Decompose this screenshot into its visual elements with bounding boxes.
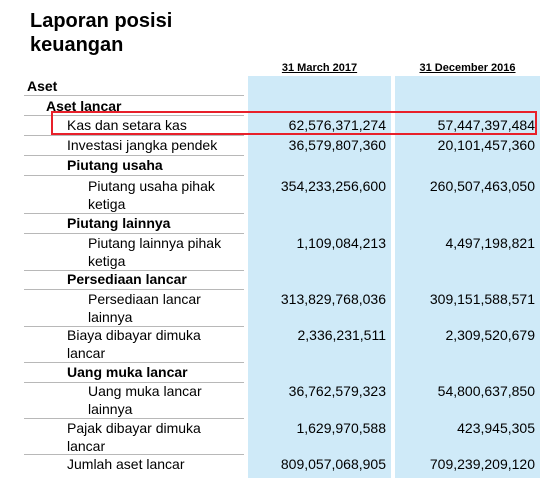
- highlight-box: [51, 111, 537, 135]
- row-separator: [24, 135, 244, 136]
- row-label: Persediaan lancar lainnya: [88, 290, 201, 326]
- value-march-2017: 313,829,768,036: [280, 291, 386, 307]
- value-december-2016: 423,945,305: [457, 420, 535, 436]
- value-march-2017: 809,057,068,905: [280, 456, 386, 472]
- value-december-2016: 54,800,637,850: [437, 383, 535, 399]
- row-label: Piutang usaha pihak ketiga: [88, 177, 215, 213]
- section-label-aset-lancar: Aset lancar: [46, 98, 122, 114]
- row-label-line1: Biaya dibayar dimuka: [67, 327, 201, 343]
- row-label: Piutang lainnya pihak ketiga: [88, 234, 221, 270]
- value-march-2017: 1,109,084,213: [296, 235, 386, 251]
- row-label: Kas dan setara kas: [67, 117, 187, 133]
- row-separator: [24, 233, 244, 234]
- row-label-line1: Uang muka lancar: [88, 383, 202, 399]
- row-label: Uang muka lancar: [67, 364, 188, 380]
- row-label-line1: Piutang lainnya pihak: [88, 235, 222, 251]
- row-label: Pajak dibayar dimuka lancar: [67, 419, 201, 455]
- row-separator: [24, 454, 244, 455]
- value-december-2016: 260,507,463,050: [429, 178, 535, 194]
- column-shading-march-2017: [248, 76, 391, 478]
- report-title-line2: keuangan: [30, 34, 124, 56]
- row-separator: [24, 115, 244, 116]
- row-label: Piutang usaha: [67, 157, 163, 173]
- row-label-line1: Persediaan lancar: [88, 291, 201, 307]
- column-shading-december-2016: [395, 76, 540, 478]
- value-march-2017: 62,576,371,274: [288, 117, 386, 133]
- report-title: Laporan posisi keuangan: [30, 9, 172, 57]
- row-label-line1: Pajak dibayar dimuka: [67, 420, 201, 436]
- value-march-2017: 2,336,231,511: [297, 327, 387, 343]
- column-header-december-2016: 31 December 2016: [419, 62, 516, 74]
- row-label-line2: lancar: [67, 438, 106, 454]
- row-separator: [24, 270, 244, 271]
- row-separator: [24, 418, 244, 419]
- row-separator: [24, 362, 244, 363]
- value-march-2017: 36,762,579,323: [288, 383, 386, 399]
- row-label: Persediaan lancar: [67, 271, 187, 287]
- row-separator: [24, 155, 244, 156]
- row-label: Biaya dibayar dimuka lancar: [67, 326, 201, 362]
- value-december-2016: 4,497,198,821: [445, 235, 535, 251]
- row-separator: [24, 213, 244, 214]
- value-december-2016: 309,151,588,571: [429, 291, 535, 307]
- row-label: Jumlah aset lancar: [67, 456, 185, 472]
- row-label: Investasi jangka pendek: [67, 137, 218, 153]
- row-separator: [24, 289, 244, 290]
- value-december-2016: 57,447,397,484: [437, 117, 535, 133]
- value-march-2017: 1,629,970,588: [296, 420, 386, 436]
- value-december-2016: 20,101,457,360: [437, 137, 535, 153]
- value-march-2017: 36,579,807,360: [288, 137, 386, 153]
- section-label-aset: Aset: [27, 78, 58, 94]
- row-separator: [24, 326, 244, 327]
- column-header-march-2017: 31 March 2017: [281, 62, 358, 74]
- value-march-2017: 354,233,256,600: [280, 178, 386, 194]
- row-label-line2: ketiga: [88, 196, 126, 212]
- row-label-line2: lainnya: [88, 401, 133, 417]
- row-label-line2: ketiga: [88, 253, 126, 269]
- row-label: Piutang lainnya: [67, 215, 171, 231]
- row-separator: [24, 382, 244, 383]
- row-label-line2: lancar: [67, 345, 106, 361]
- value-december-2016: 2,309,520,679: [445, 327, 535, 343]
- value-december-2016: 709,239,209,120: [429, 456, 535, 472]
- report-title-line1: Laporan posisi: [30, 10, 173, 32]
- row-separator: [24, 175, 244, 176]
- row-separator: [24, 95, 244, 96]
- row-label: Uang muka lancar lainnya: [88, 382, 202, 418]
- row-label-line1: Piutang usaha pihak: [88, 178, 215, 194]
- row-label-line2: lainnya: [88, 309, 133, 325]
